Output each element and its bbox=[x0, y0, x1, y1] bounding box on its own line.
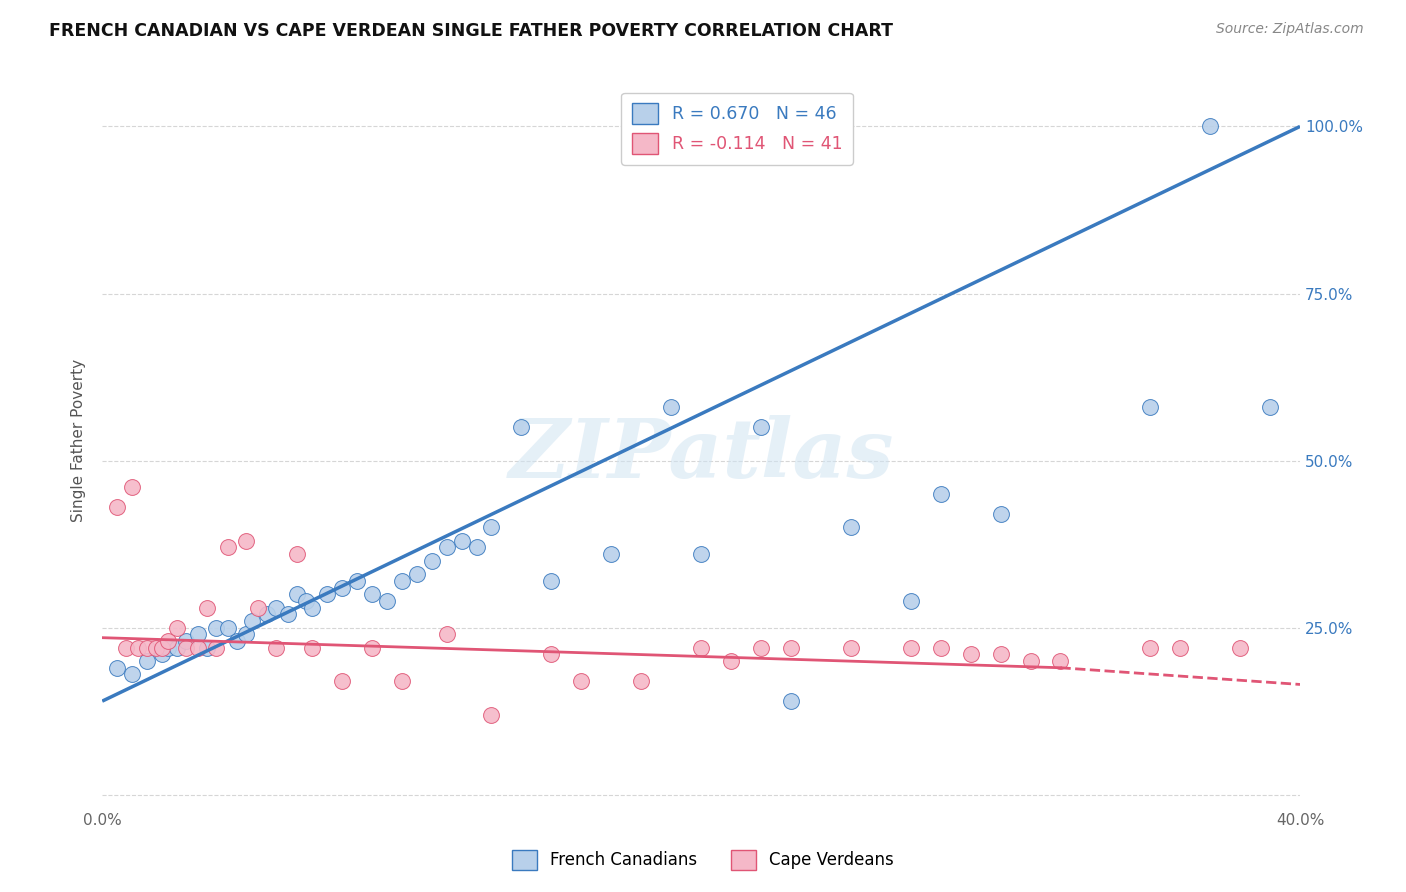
Point bbox=[540, 648, 562, 662]
Point bbox=[187, 627, 209, 641]
Point bbox=[150, 640, 173, 655]
Point bbox=[1019, 654, 1042, 668]
Point bbox=[780, 694, 803, 708]
Point bbox=[127, 640, 149, 655]
Point bbox=[510, 420, 533, 434]
Point bbox=[690, 547, 713, 561]
Point bbox=[174, 640, 197, 655]
Point bbox=[330, 581, 353, 595]
Point bbox=[630, 674, 652, 689]
Point bbox=[375, 594, 398, 608]
Point bbox=[690, 640, 713, 655]
Point bbox=[264, 600, 287, 615]
Point bbox=[205, 640, 228, 655]
Point bbox=[264, 640, 287, 655]
Point bbox=[226, 634, 249, 648]
Point bbox=[959, 648, 981, 662]
Point bbox=[1139, 400, 1161, 414]
Point bbox=[900, 640, 922, 655]
Point bbox=[166, 621, 188, 635]
Point bbox=[780, 640, 803, 655]
Point bbox=[346, 574, 368, 588]
Point bbox=[157, 640, 180, 655]
Point bbox=[436, 627, 458, 641]
Legend: French Canadians, Cape Verdeans: French Canadians, Cape Verdeans bbox=[505, 843, 901, 877]
Point bbox=[277, 607, 299, 622]
Point bbox=[1199, 120, 1222, 134]
Point bbox=[569, 674, 592, 689]
Point bbox=[749, 640, 772, 655]
Point bbox=[136, 654, 159, 668]
Point bbox=[295, 594, 318, 608]
Point bbox=[540, 574, 562, 588]
Point bbox=[436, 541, 458, 555]
Point bbox=[121, 480, 143, 494]
Text: FRENCH CANADIAN VS CAPE VERDEAN SINGLE FATHER POVERTY CORRELATION CHART: FRENCH CANADIAN VS CAPE VERDEAN SINGLE F… bbox=[49, 22, 893, 40]
Point bbox=[1049, 654, 1071, 668]
Point bbox=[157, 634, 180, 648]
Point bbox=[391, 674, 413, 689]
Point bbox=[990, 507, 1012, 521]
Point bbox=[256, 607, 278, 622]
Point bbox=[105, 661, 128, 675]
Point bbox=[1139, 640, 1161, 655]
Point bbox=[929, 640, 952, 655]
Point bbox=[330, 674, 353, 689]
Point bbox=[720, 654, 742, 668]
Point bbox=[391, 574, 413, 588]
Point bbox=[481, 520, 503, 534]
Point bbox=[174, 634, 197, 648]
Point bbox=[145, 640, 167, 655]
Point bbox=[195, 640, 218, 655]
Point bbox=[1229, 640, 1251, 655]
Text: ZIPatlas: ZIPatlas bbox=[509, 416, 894, 495]
Point bbox=[420, 554, 443, 568]
Point bbox=[301, 640, 323, 655]
Point bbox=[121, 667, 143, 681]
Point bbox=[900, 594, 922, 608]
Point bbox=[235, 627, 257, 641]
Point bbox=[301, 600, 323, 615]
Point bbox=[600, 547, 623, 561]
Point bbox=[405, 567, 427, 582]
Point bbox=[285, 587, 308, 601]
Point bbox=[749, 420, 772, 434]
Point bbox=[1168, 640, 1191, 655]
Legend: R = 0.670   N = 46, R = -0.114   N = 41: R = 0.670 N = 46, R = -0.114 N = 41 bbox=[621, 93, 853, 164]
Point bbox=[136, 640, 159, 655]
Point bbox=[246, 600, 269, 615]
Point bbox=[360, 587, 382, 601]
Point bbox=[465, 541, 488, 555]
Point bbox=[360, 640, 382, 655]
Point bbox=[659, 400, 682, 414]
Point bbox=[1258, 400, 1281, 414]
Point bbox=[929, 487, 952, 501]
Point bbox=[105, 500, 128, 515]
Point bbox=[450, 533, 472, 548]
Point bbox=[315, 587, 337, 601]
Point bbox=[195, 600, 218, 615]
Point bbox=[240, 614, 263, 628]
Y-axis label: Single Father Poverty: Single Father Poverty bbox=[72, 359, 86, 522]
Point bbox=[839, 640, 862, 655]
Point bbox=[115, 640, 138, 655]
Point bbox=[205, 621, 228, 635]
Point bbox=[285, 547, 308, 561]
Text: Source: ZipAtlas.com: Source: ZipAtlas.com bbox=[1216, 22, 1364, 37]
Point bbox=[235, 533, 257, 548]
Point bbox=[990, 648, 1012, 662]
Point bbox=[150, 648, 173, 662]
Point bbox=[217, 621, 239, 635]
Point bbox=[166, 640, 188, 655]
Point bbox=[217, 541, 239, 555]
Point bbox=[839, 520, 862, 534]
Point bbox=[187, 640, 209, 655]
Point bbox=[481, 707, 503, 722]
